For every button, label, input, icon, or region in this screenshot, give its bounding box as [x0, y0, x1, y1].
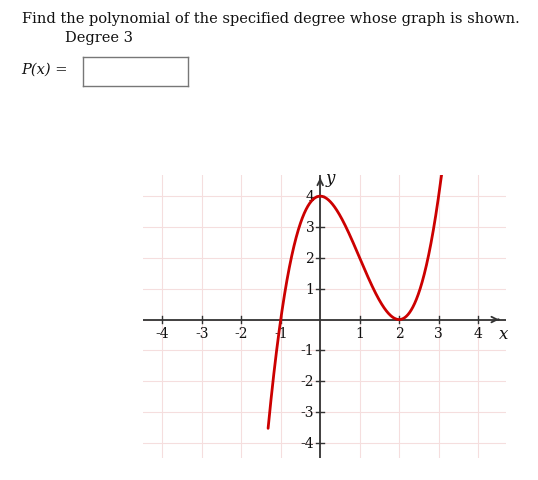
Text: -1: -1 — [301, 344, 314, 358]
Text: -2: -2 — [235, 327, 248, 341]
Text: 1: 1 — [355, 327, 364, 341]
Text: 3: 3 — [434, 327, 443, 341]
Text: -4: -4 — [155, 327, 169, 341]
Text: 4: 4 — [306, 190, 314, 204]
Text: -3: -3 — [301, 405, 314, 419]
Text: x: x — [499, 325, 508, 342]
Text: 3: 3 — [306, 220, 314, 235]
Text: -4: -4 — [301, 436, 314, 450]
Text: Degree 3: Degree 3 — [65, 31, 132, 45]
Text: y: y — [326, 170, 336, 187]
Text: 4: 4 — [473, 327, 483, 341]
Text: 1: 1 — [306, 282, 314, 296]
Text: -2: -2 — [301, 374, 314, 388]
Text: -1: -1 — [274, 327, 287, 341]
Text: P(x) =: P(x) = — [22, 62, 68, 76]
Text: 2: 2 — [306, 252, 314, 265]
Text: -3: -3 — [195, 327, 209, 341]
Text: Find the polynomial of the specified degree whose graph is shown.: Find the polynomial of the specified deg… — [22, 12, 519, 26]
Text: 2: 2 — [395, 327, 404, 341]
